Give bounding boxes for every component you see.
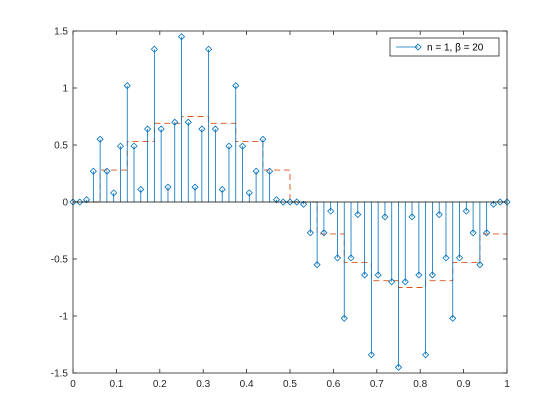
stem-marker	[476, 261, 484, 269]
y-axis-ticks: -1.5 -1 -0.5 0 0.5 1 1.5	[51, 27, 507, 380]
stem-marker	[272, 196, 281, 204]
x-tick-label: 1	[504, 379, 510, 390]
y-tick-label: -1	[59, 312, 68, 323]
y-tick-label: 0.5	[54, 141, 68, 152]
stem-marker	[96, 135, 104, 143]
y-tick-label: -0.5	[51, 255, 69, 266]
stem-marker	[333, 254, 342, 262]
stem-marker	[455, 254, 464, 262]
stem-marker	[184, 118, 192, 126]
stem-marker	[306, 229, 314, 237]
x-tick-label: 0.2	[153, 379, 167, 390]
stem-marker	[252, 167, 260, 175]
legend-label: n = 1, β = 20	[427, 43, 484, 54]
x-tick-label: 0.8	[413, 379, 427, 390]
stem-marker	[144, 125, 152, 133]
stem-marker	[422, 351, 430, 359]
stem-marker	[415, 271, 423, 279]
x-tick-label: 0	[70, 379, 76, 390]
x-axis-ticks: 0 0.1 0.2 0.3 0.4 0.5 0.6 0.7 0.8 0.9 1	[70, 31, 510, 390]
stem-marker	[211, 125, 219, 133]
stem-marker	[293, 198, 301, 206]
stem-marker	[225, 142, 233, 150]
stem-marker	[137, 185, 145, 194]
y-tick-label: 1.5	[54, 27, 68, 38]
stem-marker	[489, 200, 498, 208]
stem-marker	[171, 118, 179, 126]
x-tick-label: 0.9	[457, 379, 471, 390]
stem-marker	[354, 210, 362, 219]
stem-marker	[103, 167, 111, 175]
stem-series-layer	[69, 33, 511, 371]
y-tick-label: 1	[62, 84, 68, 95]
stem-marker	[76, 198, 84, 206]
stem-marker	[150, 45, 158, 53]
stem-marker	[347, 254, 355, 262]
stem-marker	[238, 142, 247, 150]
plot-axes: 0 0.1 0.2 0.3 0.4 0.5 0.6 0.7 0.8 0.9 1 -1.5 -1 -0.5…	[51, 27, 511, 390]
legend: n = 1, β = 20	[389, 37, 500, 57]
stem-marker	[367, 351, 375, 359]
stem-marker	[469, 229, 477, 237]
stem-marker	[361, 271, 369, 279]
stem-marker	[164, 183, 172, 191]
x-tick-label: 0.5	[283, 379, 297, 390]
stem-marker	[123, 82, 131, 90]
stem-marker	[110, 189, 118, 197]
stem-marker	[205, 45, 213, 53]
stem-marker	[279, 198, 287, 206]
x-tick-label: 0.7	[370, 379, 384, 390]
stem-marker	[340, 314, 348, 322]
stem-marker	[320, 229, 328, 237]
stem-marker	[266, 167, 274, 175]
y-tick-label: -1.5	[51, 369, 69, 380]
stem-marker	[299, 200, 308, 208]
stem-marker	[191, 183, 199, 191]
x-tick-label: 0.4	[240, 379, 254, 390]
y-tick-label: 0	[62, 198, 68, 209]
stem-marker	[428, 271, 436, 279]
stem-marker	[381, 213, 389, 221]
stem-marker	[177, 33, 186, 41]
x-tick-label: 0.6	[326, 379, 340, 390]
stem-marker	[449, 314, 457, 322]
stem-marker	[401, 278, 409, 286]
stem-marker	[198, 125, 206, 133]
stem-marker	[327, 207, 335, 215]
stem-marker	[259, 135, 267, 143]
stem-marker	[483, 229, 491, 237]
stem-marker	[286, 198, 294, 206]
stem-marker	[116, 142, 125, 150]
stem-marker	[435, 210, 443, 219]
stem-marker	[89, 167, 97, 175]
stem-marker	[462, 207, 470, 215]
stem-marker	[130, 142, 138, 150]
stem-marker	[442, 254, 450, 262]
stem-marker	[388, 278, 396, 286]
stem-marker	[313, 261, 321, 269]
stem-marker	[496, 198, 504, 206]
legend-diamond-marker-icon	[414, 43, 422, 51]
stem-marker	[394, 363, 403, 371]
stem-marker	[374, 271, 382, 279]
stem-marker	[218, 185, 226, 194]
stem-marker	[157, 125, 165, 133]
x-tick-label: 0.3	[196, 379, 210, 390]
stem-marker	[82, 196, 91, 204]
stem-marker	[408, 213, 416, 221]
stem-marker	[232, 82, 240, 90]
stem-marker	[245, 189, 253, 197]
legend-box	[389, 37, 500, 57]
x-tick-label: 0.1	[109, 379, 123, 390]
